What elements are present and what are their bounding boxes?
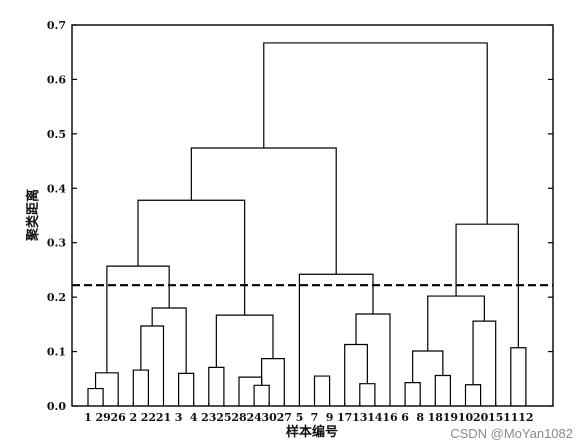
leaf-label: 15 [488, 411, 503, 424]
merge-link [464, 384, 482, 406]
merge-link [313, 375, 331, 406]
leaf-label: 27 [277, 411, 292, 424]
y-tick-label: 0.1 [47, 346, 66, 359]
leaf-label: 20 [473, 411, 489, 424]
leaf-label: 17 [337, 411, 352, 424]
merge-link [263, 42, 488, 225]
leaf-label: 24 [246, 411, 262, 424]
merge-link [151, 307, 187, 374]
leaf-label: 7 [311, 411, 319, 424]
merge-link [253, 384, 270, 406]
leaf-label: 19 [443, 411, 458, 424]
x-axis-title: 样本编号 [286, 424, 338, 440]
merge-link [344, 343, 368, 406]
merge-link [510, 347, 527, 406]
leaf-label: 1 [84, 411, 92, 424]
merge-link [208, 366, 225, 406]
merge-link [132, 369, 149, 406]
merge-link [215, 314, 274, 368]
y-axis: 0.0 0.1 0.2 0.3 0.4 0.5 0.6 0.7 [47, 19, 553, 413]
y-tick-label: 0.2 [47, 291, 66, 304]
leaf-label: 2 [129, 411, 137, 424]
merge-link [106, 265, 170, 373]
y-tick-label: 0.4 [47, 182, 66, 195]
merge-link [190, 147, 337, 275]
leaf-label: 25 [216, 411, 231, 424]
merge-link [427, 295, 485, 352]
merge-link [434, 374, 451, 406]
x-axis-tick-labels: 1 29 26 2 22 21 3 4 23 25 28 24 30 27 5 7 9 17 13 14 16 6 8 18 1… [84, 402, 534, 424]
merge-link [404, 381, 421, 406]
leaf-label: 18 [428, 411, 444, 424]
merge-link [359, 383, 376, 406]
merge-link [137, 199, 246, 316]
leaf-label: 6 [401, 411, 409, 424]
leaf-label: 10 [458, 411, 474, 424]
y-tick-label: 0.7 [47, 19, 66, 32]
leaf-label: 28 [231, 411, 247, 424]
merge-link [412, 350, 444, 383]
merge-link [261, 358, 285, 406]
leaf-label: 29 [95, 411, 110, 424]
merge-link [178, 372, 195, 406]
leaf-label: 14 [367, 411, 383, 424]
leaf-label: 30 [262, 411, 278, 424]
merge-link [94, 372, 119, 406]
y-tick-label: 0.0 [47, 400, 66, 413]
y-tick-label: 0.3 [47, 237, 66, 250]
y-tick-label: 0.5 [47, 128, 66, 141]
leaf-label: 16 [382, 411, 398, 424]
merge-link [472, 320, 497, 406]
leaf-label: 5 [296, 411, 304, 424]
merge-link [355, 313, 391, 406]
merge-link [238, 376, 263, 406]
leaf-label: 8 [416, 411, 424, 424]
leaf-label: 11 [503, 411, 518, 424]
leaf-label: 22 [141, 411, 156, 424]
plot-frame [71, 24, 554, 407]
leaf-label: 26 [111, 411, 127, 424]
merge-link [140, 325, 165, 406]
watermark-text: CSDN @MoYan1082 [450, 426, 573, 441]
leaf-label: 23 [201, 411, 216, 424]
merge-link [298, 273, 374, 406]
leaf-label: 21 [156, 411, 171, 424]
leaf-label: 13 [352, 411, 367, 424]
merge-link [87, 387, 104, 406]
leaf-label: 9 [326, 411, 334, 424]
leaf-label: 3 [175, 411, 183, 424]
y-axis-title: 聚类距离 [25, 189, 41, 242]
leaf-label: 12 [518, 411, 533, 424]
dendrogram-links [87, 42, 527, 406]
y-tick-label: 0.6 [47, 73, 66, 86]
leaf-label: 4 [190, 411, 198, 424]
